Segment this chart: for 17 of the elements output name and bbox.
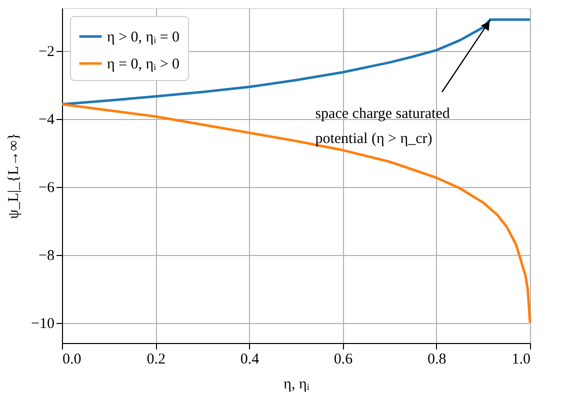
annotation: space charge saturated potential (η > η_cr) — [315, 106, 450, 147]
y-tick-label: −10 — [31, 316, 54, 332]
legend-label: η = 0, ηᵢ > 0 — [107, 56, 180, 72]
x-axis-title: η, ηᵢ — [284, 376, 310, 392]
y-tick-label: −2 — [38, 44, 54, 60]
y-tick-label: −6 — [38, 180, 55, 196]
line-series — [60, 103, 532, 324]
y-tick-label: −4 — [38, 112, 55, 128]
y-axis-title: ψ_L|_{L→∞} — [6, 133, 22, 219]
x-tick-label: 0.6 — [334, 352, 354, 368]
x-tick-label: 0.4 — [240, 352, 260, 368]
x-tick-label: 1.0 — [512, 352, 530, 368]
x-tick-label: 0.8 — [428, 352, 446, 368]
y-tick-label: −8 — [38, 248, 54, 264]
x-tick-label: 0.2 — [146, 352, 166, 368]
x-tick-label: 0.0 — [62, 352, 82, 368]
legend-label: η > 0, ηᵢ = 0 — [107, 30, 180, 46]
